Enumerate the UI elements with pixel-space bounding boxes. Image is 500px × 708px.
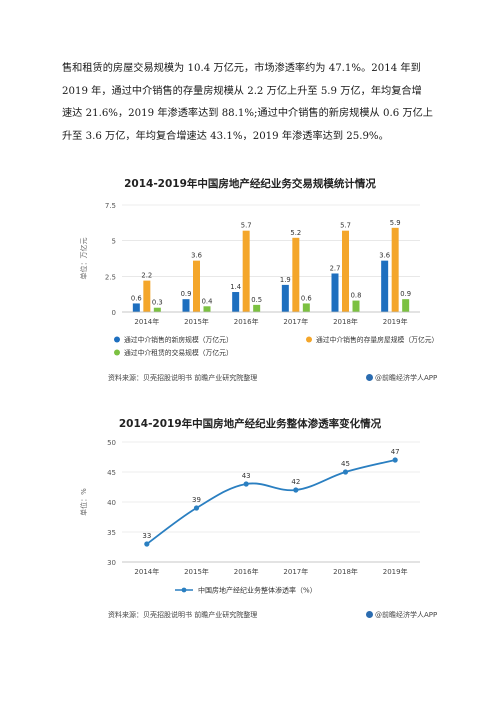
- bar: [153, 307, 161, 312]
- y-tick-label: 2.5: [105, 273, 116, 281]
- bar: [352, 300, 360, 312]
- data-label: 0.3: [152, 299, 163, 307]
- paragraph-line: 升至 3.6 万亿，年均复合增速达 43.1%，2019 年渗透率达到 25.9…: [62, 130, 389, 142]
- x-tick-label: 2017年: [283, 567, 308, 576]
- y-axis-label: 单位：%: [79, 488, 88, 516]
- x-tick-label: 2014年: [134, 567, 159, 576]
- bar: [253, 304, 261, 312]
- x-tick-label: 2018年: [333, 567, 358, 576]
- data-label: 2.7: [330, 264, 341, 272]
- data-label: 0.5: [251, 296, 262, 304]
- data-label: 0.8: [351, 292, 362, 300]
- x-tick-label: 2016年: [234, 317, 259, 326]
- bar: [232, 292, 240, 312]
- bar: [292, 237, 300, 312]
- chart2-title: 2014-2019年中国房地产经纪业务整体渗透率变化情况: [118, 418, 382, 430]
- intro-paragraph: 售和租赁的房屋交易规模为 10.4 万亿元，市场渗透率约为 47.1%。2014…: [62, 58, 450, 148]
- x-tick-label: 2016年: [234, 567, 259, 576]
- paragraph-line: 速达 21.6%，2019 年渗透率达到 88.1%;通过中介销售的新房规模从 …: [62, 108, 433, 119]
- paragraph-line: 售和租赁的房屋交易规模为 10.4 万亿元，市场渗透率约为 47.1%。2014…: [62, 63, 421, 74]
- x-tick-label: 2015年: [184, 567, 209, 576]
- y-tick-label: 45: [107, 469, 116, 477]
- bar: [331, 273, 339, 312]
- bar: [302, 303, 310, 312]
- data-label: 3.6: [379, 252, 390, 260]
- legend-marker: [306, 336, 312, 343]
- data-point: [392, 457, 398, 463]
- data-point: [293, 487, 299, 493]
- chart2-brand: @前瞻经济学人APP: [366, 610, 437, 620]
- brand-logo-icon: [366, 611, 373, 618]
- data-point: [144, 541, 150, 547]
- data-label: 5.7: [241, 222, 252, 230]
- x-tick-label: 2015年: [184, 317, 209, 326]
- data-point: [243, 481, 249, 487]
- y-tick-label: 40: [107, 499, 116, 507]
- data-label: 47: [391, 448, 400, 456]
- bar: [342, 230, 349, 312]
- bar: [242, 230, 250, 312]
- data-label: 5.2: [290, 229, 301, 237]
- data-label: 0.4: [202, 297, 213, 305]
- y-axis-label: 单位：万亿元: [79, 238, 88, 280]
- legend-label: 通过中介租赁的交易规模（万亿元）: [124, 348, 233, 357]
- series-line: [146, 459, 396, 545]
- bar: [381, 260, 389, 312]
- brand-logo-icon: [366, 374, 373, 381]
- legend-marker: [114, 349, 120, 356]
- x-tick-label: 2019年: [383, 317, 408, 326]
- data-label: 42: [291, 478, 300, 486]
- y-tick-label: 7.5: [105, 202, 116, 210]
- legend-marker: [114, 336, 120, 343]
- data-label: 5.9: [390, 219, 401, 227]
- bar: [132, 303, 140, 312]
- bar: [193, 260, 200, 312]
- data-label: 3.6: [191, 252, 202, 260]
- data-label: 0.9: [400, 290, 411, 298]
- data-label: 2.2: [141, 272, 152, 280]
- y-tick-label: 5: [112, 238, 116, 246]
- legend-label: 通过中介销售的存量房屋规模（万亿元）: [316, 335, 438, 344]
- brand-label: @前瞻经济学人APP: [375, 374, 438, 382]
- data-label: 5.7: [340, 222, 351, 230]
- bar: [182, 299, 190, 312]
- data-label: 1.9: [280, 276, 291, 284]
- y-tick-label: 0: [112, 309, 116, 317]
- data-point: [193, 505, 200, 511]
- bar: [203, 306, 211, 312]
- data-label: 45: [341, 460, 350, 468]
- x-tick-label: 2014年: [134, 317, 159, 326]
- data-label: 1.4: [230, 283, 241, 291]
- data-label: 0.9: [181, 290, 192, 298]
- bar: [402, 299, 410, 312]
- data-label: 33: [142, 532, 151, 540]
- x-tick-label: 2018年: [333, 317, 358, 326]
- paragraph-line: 2019 年，通过中介销售的存量房规模从 2.2 万亿上升至 5.9 万亿，年均…: [62, 85, 422, 97]
- bar: [281, 284, 289, 312]
- brand-label: @前瞻经济学人APP: [375, 611, 438, 619]
- chart2-line-chart: 30 35 40 45 50 单位：% 2014年 2015年 2016年 2017年 2018年 2…: [79, 439, 420, 595]
- legend-label: 通过中介销售的新房规模（万亿元）: [124, 335, 233, 344]
- data-point: [342, 469, 349, 475]
- data-label: 43: [242, 472, 251, 480]
- bar: [143, 280, 151, 312]
- chart2-source: 资料来源：贝壳招股说明书 前瞻产业研究院整理: [108, 611, 258, 619]
- bar: [391, 227, 399, 312]
- x-tick-label: 2019年: [383, 567, 408, 576]
- y-tick-label: 35: [107, 529, 116, 537]
- chart1-brand: @前瞻经济学人APP: [366, 373, 437, 383]
- x-tick-label: 2017年: [283, 317, 308, 326]
- legend-label: 中国房地产经纪业务整体渗透率（%）: [198, 586, 317, 595]
- legend-marker: [181, 587, 187, 593]
- chart1-source: 资料来源：贝壳招股说明书 前瞻产业研究院整理: [108, 374, 258, 382]
- chart1-title: 2014-2019年中国房地产经纪业务交易规模统计情况: [124, 178, 376, 190]
- chart1-bar-chart: 0 2.5 5 7.5 单位：万亿元 2014年 0.6 2.2 0.3 2015年 0.9 3.6 0…: [79, 202, 438, 357]
- data-label: 0.6: [301, 294, 312, 302]
- y-tick-label: 30: [107, 559, 116, 567]
- data-label: 39: [192, 496, 201, 504]
- y-tick-label: 50: [107, 439, 116, 447]
- data-label: 0.6: [131, 294, 142, 302]
